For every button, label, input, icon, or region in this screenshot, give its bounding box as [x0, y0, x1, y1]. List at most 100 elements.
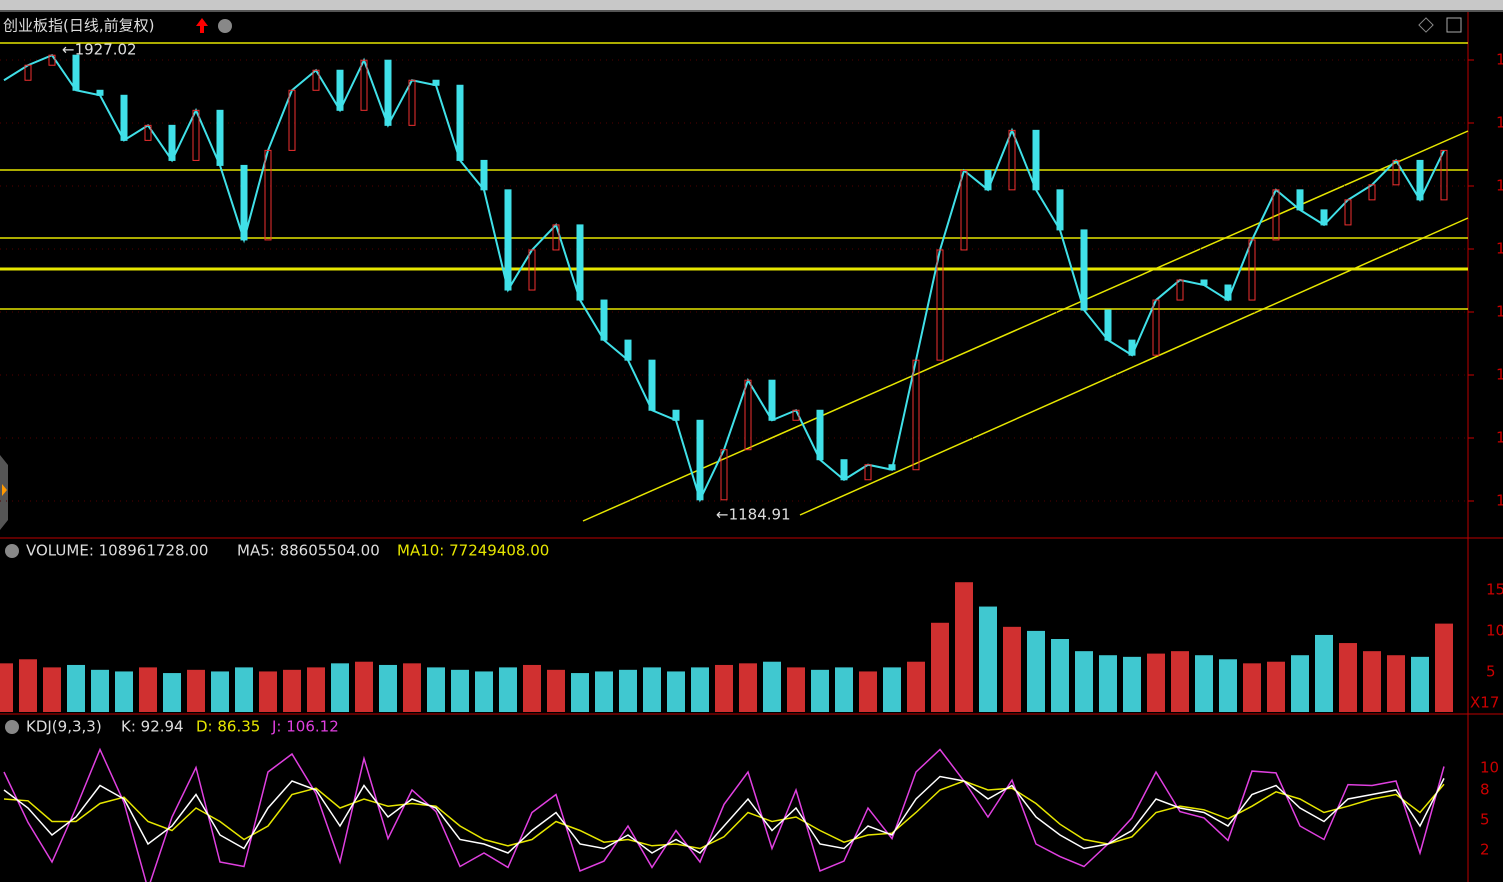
axis-label: 1 [1496, 366, 1503, 384]
candle [264, 149, 272, 241]
candle [1296, 189, 1304, 211]
candle [1320, 209, 1328, 226]
low-label: ←1184.91 [716, 506, 791, 524]
candle [816, 409, 824, 461]
candle [360, 59, 368, 111]
candle [1224, 284, 1232, 301]
panel-title: 创业板指(日线,前复权) [3, 17, 154, 35]
k-line [3, 775, 1445, 854]
volume-bar [235, 667, 253, 712]
volume-bar [691, 667, 709, 712]
candle [312, 69, 320, 91]
axis-label: 5 [1486, 663, 1496, 681]
candle [936, 249, 944, 361]
axis-label: 1 [1496, 240, 1503, 258]
volume-bar [1291, 655, 1309, 712]
candle [408, 79, 416, 126]
candle [96, 89, 104, 96]
candle [1128, 339, 1136, 356]
dropdown-icon[interactable] [218, 19, 232, 33]
volume-bar [595, 671, 613, 712]
diamond-button[interactable] [1418, 17, 1434, 33]
candle [1392, 159, 1400, 186]
menu-bar[interactable] [0, 0, 1503, 10]
volume-bar [1171, 651, 1189, 712]
volume-bar [1387, 655, 1405, 712]
volume-bar [355, 661, 373, 712]
candle [912, 359, 920, 471]
high-label: ←1927.02 [62, 41, 137, 59]
candle [1344, 199, 1352, 226]
candle [888, 464, 896, 471]
volume-bar [67, 664, 85, 712]
volume-bar [331, 663, 349, 712]
volume-bar [1363, 651, 1381, 712]
volume-bar [979, 606, 997, 712]
volume-bar [1075, 651, 1093, 712]
volume-bar [1099, 655, 1117, 712]
window-button[interactable] [1446, 17, 1462, 33]
unit-label: X17 [1470, 694, 1499, 712]
candle [240, 164, 248, 241]
volume-bar [883, 667, 901, 712]
volume-bar [1147, 653, 1165, 712]
volume-bar [547, 669, 565, 712]
candle [72, 54, 80, 91]
candle [1056, 189, 1064, 231]
volume-bar [811, 669, 829, 712]
volume-bar [715, 664, 733, 712]
volume-bar [499, 667, 517, 712]
volume-bar [139, 667, 157, 712]
axis-label: 15 [1486, 581, 1503, 599]
up-icon [196, 18, 208, 33]
axis-label: 2 [1480, 841, 1490, 859]
volume-bar [211, 671, 229, 712]
ma5-label: MA5: 88605504.00 [237, 542, 380, 560]
volume-bar [403, 663, 421, 712]
candle [1080, 229, 1088, 311]
candle [456, 84, 464, 161]
j-label: J: 106.12 [271, 718, 339, 736]
candle [768, 379, 776, 421]
candle [144, 124, 152, 141]
volume-bar [1003, 626, 1021, 712]
volume-bar [1219, 659, 1237, 712]
axis-label: 10 [1486, 622, 1503, 640]
volume-bar [427, 667, 445, 712]
volume-bar [19, 659, 37, 712]
candle [576, 224, 584, 301]
candle [432, 79, 440, 86]
ma10-label: MA10: 77249408.00 [397, 542, 549, 560]
dropdown-icon[interactable] [5, 544, 19, 558]
volume-bar [91, 669, 109, 712]
candle [480, 159, 488, 191]
j-line [3, 747, 1445, 882]
volume-bar [763, 661, 781, 712]
axis-label: 10 [1480, 759, 1499, 777]
candle [984, 169, 992, 191]
candle [600, 299, 608, 341]
volume-bar [643, 667, 661, 712]
volume-bar [523, 664, 541, 712]
axis-label: 1 [1496, 51, 1503, 69]
candle [1368, 184, 1376, 201]
volume-bar [1315, 634, 1333, 712]
volume-bar [571, 673, 589, 712]
menu-border [0, 10, 1503, 12]
candle [840, 459, 848, 481]
volume-label: VOLUME: 108961728.00 [26, 542, 208, 560]
volume-bar [307, 667, 325, 712]
candle [792, 409, 800, 421]
volume-bar [283, 669, 301, 712]
volume-bar [739, 663, 757, 712]
candle [216, 109, 224, 166]
volume-bar [1267, 661, 1285, 712]
candle [648, 359, 656, 411]
d-label: D: 86.35 [196, 718, 260, 736]
candle [168, 124, 176, 161]
volume-bar [0, 663, 13, 712]
dropdown-icon[interactable] [5, 720, 19, 734]
candle [336, 69, 344, 111]
axis-label: 1 [1496, 303, 1503, 321]
